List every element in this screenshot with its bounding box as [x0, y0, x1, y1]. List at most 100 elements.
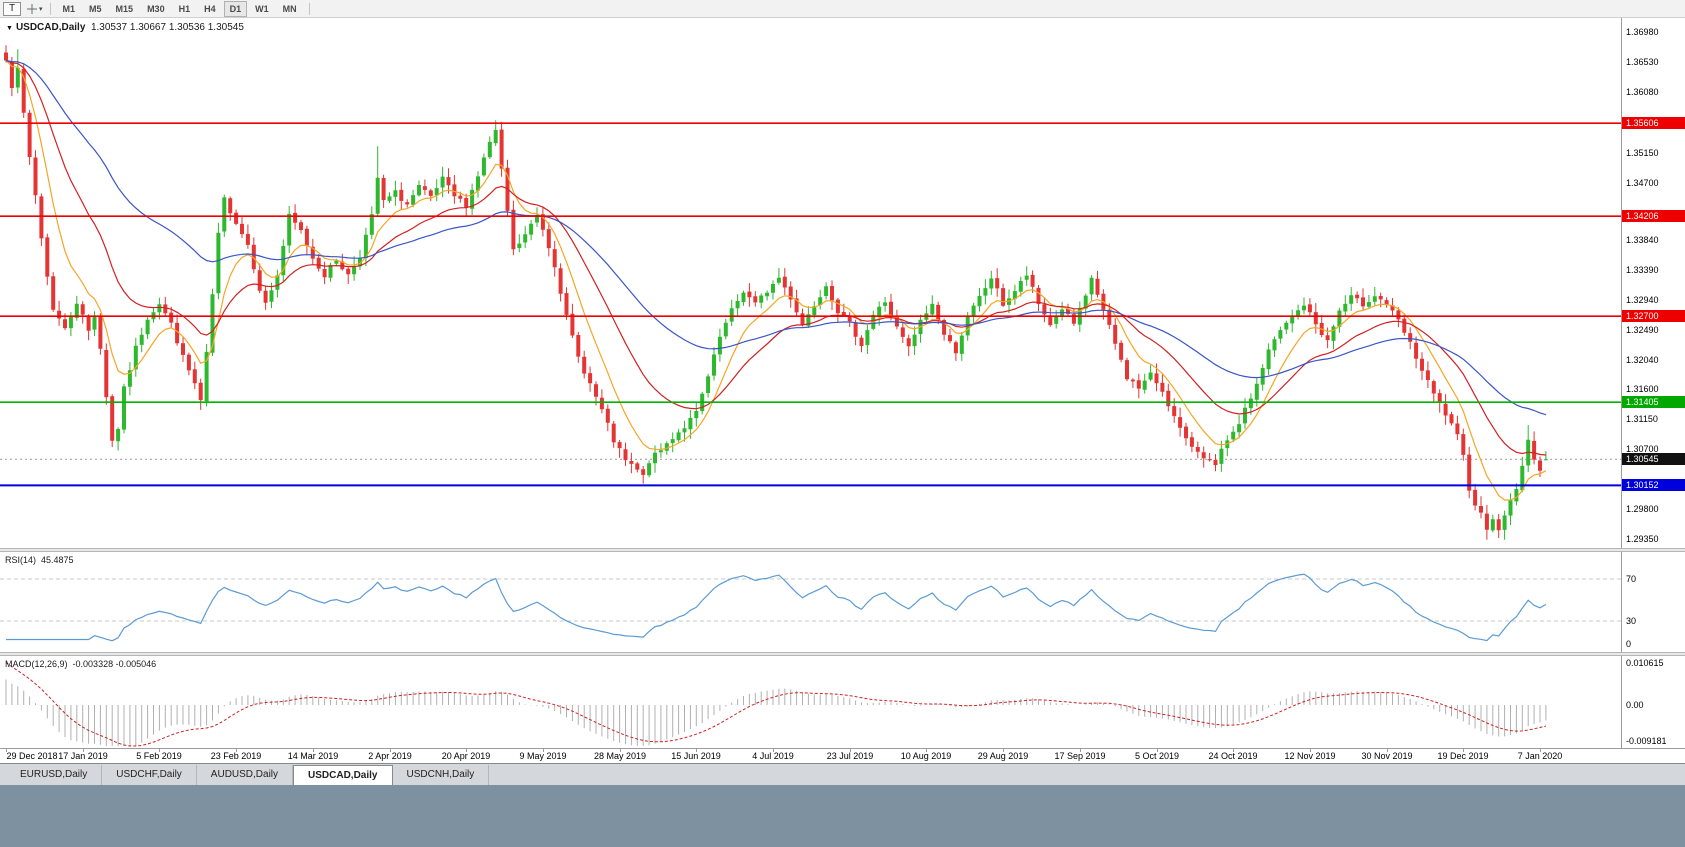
chart-tab-bar: EURUSD,Daily USDCHF,Daily AUDUSD,Daily USDC…: [0, 763, 1685, 785]
date-tick: [773, 749, 774, 752]
timeframe-button-h4[interactable]: H4: [204, 3, 216, 14]
chart-symbol-label: USDCAD,Daily: [15, 22, 86, 33]
date-tick: [236, 749, 237, 752]
rsi-level-label: 0: [1626, 639, 1632, 649]
price-tick: 1.32490: [1626, 325, 1659, 335]
date-label: 19 Dec 2019: [1437, 751, 1489, 761]
macd-axis-max: 0.010615: [1626, 658, 1664, 668]
chart-menu-icon[interactable]: ▼: [6, 25, 13, 32]
date-tick: [620, 749, 621, 752]
date-label: 7 Jan 2020: [1517, 751, 1563, 761]
date-label: 15 Jun 2019: [671, 751, 721, 761]
date-tick: [1463, 749, 1464, 752]
rsi-canvas[interactable]: [0, 552, 1621, 652]
date-label: 29 Dec 2018: [6, 751, 58, 761]
date-label: 4 Jul 2019: [752, 751, 794, 761]
date-label: 29 Aug 2019: [977, 751, 1029, 761]
support-badge: 1.30152: [1622, 479, 1685, 491]
rsi-panel: RSI(14) 45.4875 70 30 0: [0, 552, 1685, 652]
date-tick: [390, 749, 391, 752]
date-label: 30 Nov 2019: [1361, 751, 1413, 761]
timeframe-button-w1[interactable]: W1: [255, 3, 269, 14]
resistance-badge: 1.35606: [1622, 117, 1685, 129]
date-tick: [466, 749, 467, 752]
price-tick: 1.31150: [1626, 414, 1658, 424]
price-tick: 1.32940: [1626, 295, 1659, 305]
macd-canvas[interactable]: [0, 656, 1621, 748]
price-tick: 1.32040: [1626, 355, 1659, 365]
macd-axis[interactable]: 0.010615 0.00 -0.009181: [1621, 656, 1685, 748]
price-tick: 1.33390: [1626, 265, 1659, 275]
resistance-badge: 1.34206: [1622, 210, 1685, 222]
price-tick: 1.29800: [1626, 504, 1659, 514]
toolbar-separator: [308, 2, 310, 15]
timeframe-button-h1[interactable]: H1: [178, 3, 191, 14]
macd-label: MACD(12,26,9) -0.003328 -0.005046: [5, 659, 156, 669]
price-chart-canvas[interactable]: [0, 18, 1621, 548]
date-label: 20 Apr 2019: [441, 751, 491, 761]
timeframe-button-m1[interactable]: M1: [62, 3, 76, 14]
price-tick: 1.36080: [1626, 87, 1659, 97]
main-chart-panel: ▼ USDCAD,Daily 1.30537 1.30667 1.30536 1.…: [0, 18, 1685, 548]
macd-panel: MACD(12,26,9) -0.003328 -0.005046 0.0106…: [0, 656, 1685, 748]
date-tick: [850, 749, 851, 752]
panel-splitter[interactable]: [0, 652, 1685, 656]
date-tick: [1310, 749, 1311, 752]
date-label: 24 Oct 2019: [1208, 751, 1258, 761]
crosshair-icon: [27, 3, 37, 14]
date-label: 9 May 2019: [519, 751, 567, 761]
support-badge: 1.31405: [1622, 396, 1685, 408]
date-tick: [83, 749, 84, 752]
chart-ohlc-values: 1.30537 1.30667 1.30536 1.30545: [90, 22, 244, 33]
panel-splitter[interactable]: [0, 548, 1685, 552]
date-label: 5 Feb 2019: [136, 751, 182, 761]
timeframe-button-group: M1 M5 M15 M30 H1 H4 D1 W1 MN: [56, 0, 304, 17]
macd-current-values: -0.003328 -0.005046: [72, 659, 157, 669]
date-tick: [1003, 749, 1004, 752]
price-tick: 1.36980: [1626, 27, 1659, 37]
timeframe-button-d1[interactable]: D1: [223, 0, 248, 17]
toolbar: T ▾ M1 M5 M15 M30 H1 H4 D1 W1 MN: [0, 0, 1685, 18]
timeframe-button-m5[interactable]: M5: [89, 3, 102, 14]
rsi-level-label: 30: [1626, 616, 1637, 626]
date-label: 10 Aug 2019: [900, 751, 952, 761]
chart-tab-eurusd-daily[interactable]: EURUSD,Daily: [6, 765, 103, 785]
date-tick: [313, 749, 314, 752]
macd-axis-min: -0.009181: [1626, 736, 1667, 746]
date-label: 17 Sep 2019: [1054, 751, 1106, 761]
price-tick: 1.34700: [1626, 178, 1659, 188]
window-background: [0, 785, 1685, 847]
price-tick: 1.36530: [1626, 57, 1659, 67]
timeframe-button-mn[interactable]: MN: [282, 3, 297, 14]
price-tick: 1.31600: [1626, 384, 1659, 394]
date-tick: [1080, 749, 1081, 752]
rsi-label: RSI(14) 45.4875: [5, 555, 74, 565]
date-tick: [1233, 749, 1234, 752]
timeframe-button-m15[interactable]: M15: [115, 3, 134, 14]
timeframe-button-m30[interactable]: M30: [147, 3, 165, 14]
rsi-axis[interactable]: 70 30 0: [1621, 552, 1685, 652]
rsi-current-value: 45.4875: [41, 555, 74, 565]
date-tick: [159, 749, 160, 752]
date-tick: [1540, 749, 1541, 752]
rsi-level-label: 70: [1626, 574, 1637, 584]
price-tick: 1.35150: [1626, 148, 1659, 158]
chart-tab-usdcnh-daily[interactable]: USDCNH,Daily: [393, 765, 490, 785]
text-tool-button[interactable]: T: [3, 1, 21, 16]
chart-tab-usdcad-daily[interactable]: USDCAD,Daily: [293, 765, 393, 785]
date-tick: [6, 749, 7, 752]
rsi-name: RSI(14): [5, 555, 37, 565]
date-label: 5 Oct 2019: [1134, 751, 1180, 761]
price-axis[interactable]: 1.36980 1.36530 1.36080 1.35150 1.34700 1.338…: [1621, 18, 1685, 548]
chart-tab-usdchf-daily[interactable]: USDCHF,Daily: [102, 765, 197, 785]
price-tick: 1.29350: [1626, 534, 1659, 544]
cursor-tool-button[interactable]: ▾: [24, 2, 45, 16]
chart-tab-audusd-daily[interactable]: AUDUSD,Daily: [197, 765, 294, 785]
date-axis[interactable]: 29 Dec 2018 17 Jan 2019 5 Feb 2019 23 Feb 2…: [0, 748, 1685, 763]
date-tick: [1157, 749, 1158, 752]
date-label: 28 May 2019: [593, 751, 647, 761]
date-label: 12 Nov 2019: [1284, 751, 1336, 761]
macd-name: MACD(12,26,9): [5, 659, 68, 669]
date-tick: [926, 749, 927, 752]
